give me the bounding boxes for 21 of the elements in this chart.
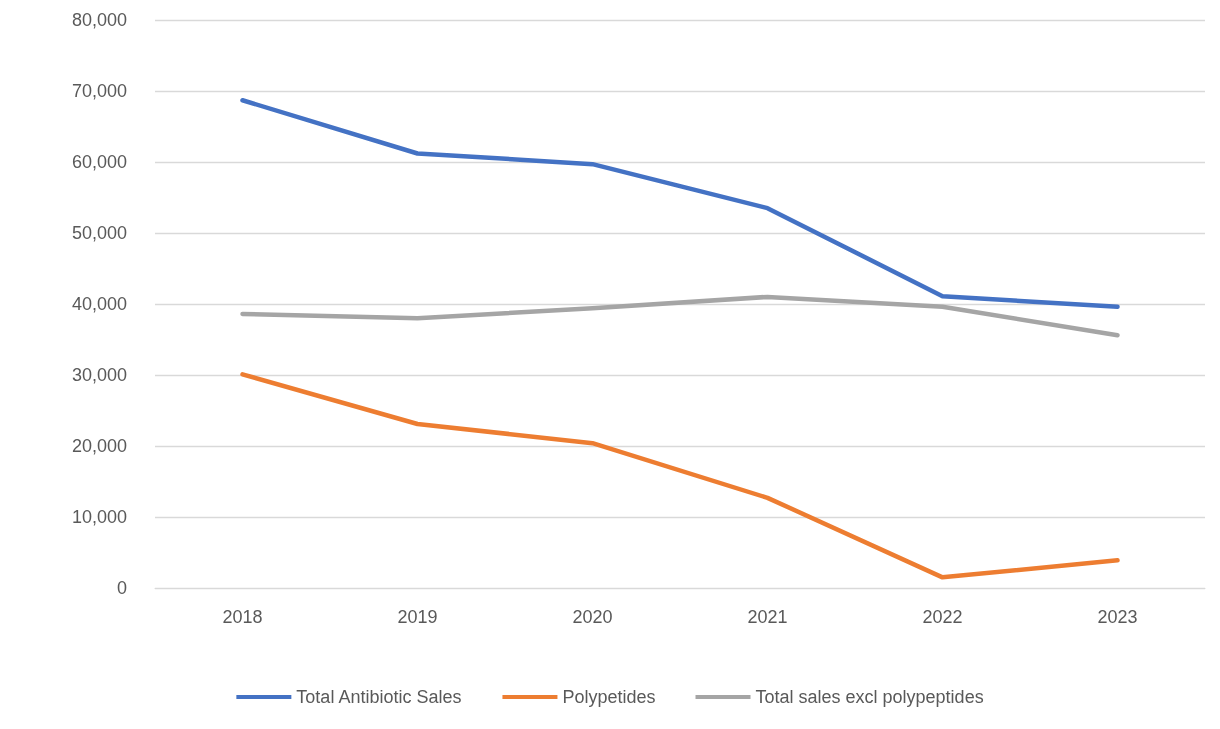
- legend-label: Total sales excl polypeptides: [755, 687, 984, 707]
- y-tick-label: 50,000: [71, 223, 127, 243]
- y-tick-label: 10,000: [71, 507, 127, 527]
- y-tick-label: 40,000: [71, 294, 127, 314]
- x-tick-label: 2021: [747, 607, 788, 627]
- x-tick-label: 2022: [922, 607, 963, 627]
- line-series: [240, 294, 1120, 338]
- line-series: [240, 372, 1120, 580]
- y-tick-label: 70,000: [71, 81, 127, 101]
- line-series: [240, 97, 1120, 310]
- y-tick-label: 20,000: [71, 436, 127, 456]
- y-tick-label: 0: [116, 578, 127, 598]
- x-tick-label: 2023: [1097, 607, 1138, 627]
- legend-label: Total Antibiotic Sales: [296, 687, 462, 707]
- x-tick-label: 2019: [397, 607, 438, 627]
- y-tick-label: 30,000: [71, 365, 127, 385]
- y-tick-label: 80,000: [71, 10, 127, 30]
- x-tick-label: 2020: [572, 607, 613, 627]
- x-tick-label: 2018: [222, 607, 263, 627]
- y-tick-label: 60,000: [71, 152, 127, 172]
- legend-label: Polypetides: [562, 687, 656, 707]
